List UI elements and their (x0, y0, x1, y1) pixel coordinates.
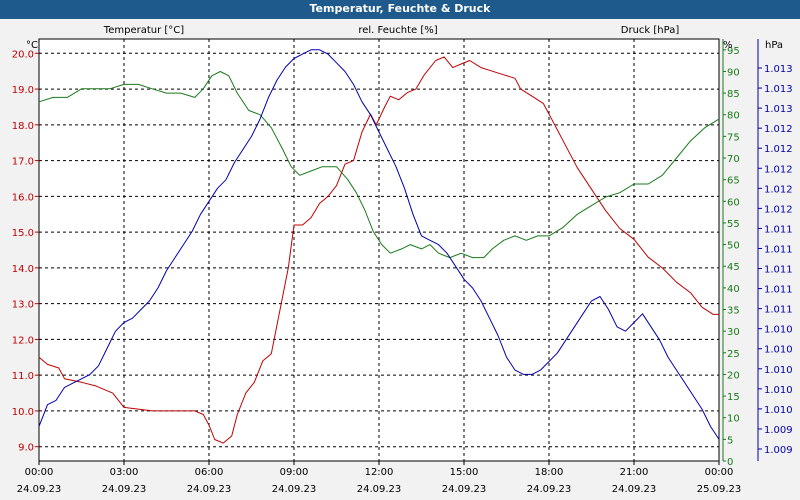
humidity-tick-label: 95 (727, 46, 740, 57)
x-tick-time: 06:00 (195, 467, 224, 478)
humidity-tick-label: 25 (727, 349, 740, 360)
humidity-axis-title: rel. Feuchte [%] (358, 25, 437, 36)
x-tick-time: 00:00 (25, 467, 54, 478)
temperature-tick-label: 9.0 (18, 443, 34, 454)
humidity-tick-label: 45 (727, 262, 740, 273)
temperature-tick-label: 17.0 (12, 157, 34, 168)
pressure-tick-label: 1.012 (764, 164, 793, 175)
pressure-tick-label: 1.010 (764, 325, 793, 336)
pressure-tick-label: 1.012 (764, 124, 793, 135)
humidity-tick-label: 90 (727, 67, 740, 78)
humidity-tick-label: 80 (727, 111, 740, 122)
humidity-tick-label: 35 (727, 306, 740, 317)
x-tick-time: 15:00 (450, 467, 479, 478)
humidity-series-line (38, 71, 720, 259)
humidity-tick-label: 20 (727, 370, 740, 381)
humidity-tick-label: 70 (727, 154, 740, 165)
pressure-tick-label: 1.009 (764, 425, 793, 436)
pressure-tick-label: 1.010 (764, 365, 793, 376)
x-tick-date: 24.09.23 (17, 484, 62, 495)
x-tick-time: 00:00 (705, 467, 734, 478)
humidity-tick-label: 15 (727, 392, 740, 403)
pressure-tick-label: 1.013 (764, 84, 793, 95)
humidity-tick-label: 5 (727, 435, 733, 446)
pressure-series-line (38, 49, 720, 440)
pressure-tick-label: 1.010 (764, 345, 793, 356)
humidity-tick-label: 50 (727, 241, 740, 252)
pressure-tick-label: 1.009 (764, 445, 793, 456)
humidity-tick-label: 65 (727, 176, 740, 187)
chart-area: 00:00 24.09.23 03:00 24.09.23 06:00 24.09.23 0… (0, 19, 800, 500)
humidity-tick-label: 60 (727, 197, 740, 208)
pressure-tick-label: 1.012 (764, 204, 793, 215)
temperature-unit: °C (26, 40, 38, 51)
temperature-tick-label: 12.0 (12, 335, 34, 346)
x-tick-date: 24.09.23 (102, 484, 147, 495)
pressure-tick-label: 1.012 (764, 184, 793, 195)
grid (39, 39, 719, 461)
humidity-tick-label: 10 (727, 414, 740, 425)
temperature-tick-label: 10.0 (12, 407, 34, 418)
x-tick-time: 03:00 (110, 467, 139, 478)
temperature-tick-label: 14.0 (12, 264, 34, 275)
temperature-tick-label: 18.0 (12, 121, 34, 132)
chart-svg: 00:00 24.09.23 03:00 24.09.23 06:00 24.09.23 0… (12, 25, 793, 495)
pressure-tick-label: 1.010 (764, 385, 793, 396)
pressure-tick-label: 1.011 (764, 285, 793, 296)
x-tick-date: 25.09.23 (697, 484, 742, 495)
pressure-tick-label: 1.013 (764, 64, 793, 75)
temperature-tick-label: 16.0 (12, 192, 34, 203)
temperature-tick-label: 15.0 (12, 228, 34, 239)
x-tick-date: 24.09.23 (527, 484, 572, 495)
humidity-tick-label: 55 (727, 219, 740, 230)
axes: 00:00 24.09.23 03:00 24.09.23 06:00 24.09.23 0… (12, 39, 793, 495)
humidity-tick-label: 75 (727, 132, 740, 143)
humidity-tick-label: 40 (727, 284, 740, 295)
pressure-unit: hPa (765, 40, 783, 51)
humidity-tick-label: 0 (727, 457, 733, 468)
pressure-tick-label: 1.011 (764, 305, 793, 316)
temperature-tick-label: 13.0 (12, 300, 34, 311)
humidity-tick-label: 85 (727, 89, 740, 100)
temperature-tick-label: 19.0 (12, 85, 34, 96)
humidity-tick-label: 30 (727, 327, 740, 338)
pressure-tick-label: 1.011 (764, 244, 793, 255)
pressure-tick-label: 1.011 (764, 224, 793, 235)
x-tick-date: 24.09.23 (272, 484, 317, 495)
x-tick-date: 24.09.23 (442, 484, 487, 495)
x-tick-date: 24.09.23 (612, 484, 657, 495)
pressure-axis-title: Druck [hPa] (621, 25, 680, 36)
x-tick-date: 24.09.23 (187, 484, 232, 495)
temperature-tick-label: 11.0 (12, 371, 34, 382)
x-tick-time: 18:00 (535, 467, 564, 478)
pressure-tick-label: 1.012 (764, 144, 793, 155)
series-lines (38, 49, 720, 444)
pressure-tick-label: 1.010 (764, 405, 793, 416)
temperature-tick-label: 20.0 (12, 49, 34, 60)
x-tick-time: 21:00 (620, 467, 649, 478)
chart-title: Temperatur, Feuchte & Druck (0, 0, 800, 19)
x-tick-date: 24.09.23 (357, 484, 402, 495)
pressure-tick-label: 1.011 (764, 265, 793, 276)
x-tick-time: 12:00 (365, 467, 394, 478)
x-tick-time: 09:00 (280, 467, 309, 478)
pressure-tick-label: 1.013 (764, 104, 793, 115)
temperature-axis-title: Temperatur [°C] (103, 25, 184, 36)
humidity-unit: % (723, 40, 733, 51)
